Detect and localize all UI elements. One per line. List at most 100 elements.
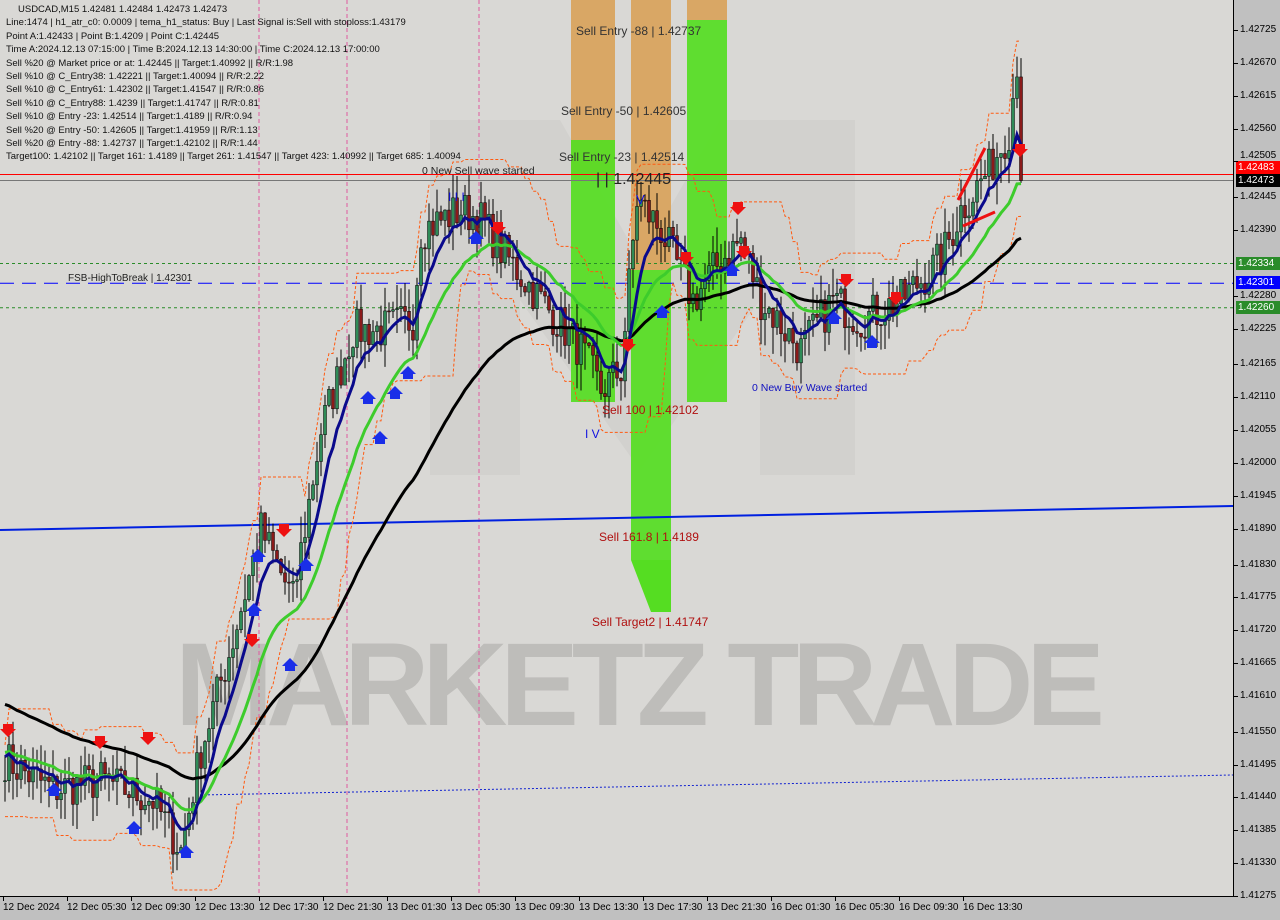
candle (315, 461, 319, 486)
candle (787, 328, 791, 342)
buy-arrow-icon (282, 658, 298, 671)
candle (99, 762, 103, 781)
y-axis-label: 1.41550 (1240, 725, 1277, 737)
candle (387, 310, 391, 313)
sell-arrow-icon (244, 634, 260, 647)
candle (735, 241, 739, 244)
y-axis-tick (1234, 364, 1238, 366)
y-axis-tick (1234, 230, 1238, 232)
y-axis-label: 1.41945 (1240, 489, 1277, 501)
sell-100-label: Sell 100 | 1.42102 (602, 403, 699, 417)
y-axis-label: 1.42280 (1240, 289, 1277, 301)
candle (575, 323, 579, 365)
buy-arrow-icon (864, 335, 880, 348)
candle (87, 765, 91, 770)
buy-arrow-icon (298, 558, 314, 571)
candle (599, 370, 603, 394)
candle (1003, 153, 1007, 159)
point-c-label: | | 1.42445 (596, 171, 671, 188)
candle (547, 295, 551, 311)
y-axis-tick (1234, 30, 1238, 31)
candle (663, 242, 667, 247)
candle (951, 239, 955, 246)
y-axis-label: 1.42670 (1240, 56, 1277, 68)
x-axis-tick (963, 896, 964, 901)
candle (919, 283, 923, 289)
candle (391, 309, 395, 312)
pattern-line (962, 210, 996, 228)
candle (319, 434, 323, 462)
candle (619, 377, 623, 382)
y-axis-label: 1.42560 (1240, 122, 1277, 134)
y-axis-tick (1234, 495, 1238, 497)
y-axis-tick (1234, 663, 1238, 665)
x-axis-label: 13 Dec 05:30 (451, 902, 511, 913)
info-line: Point A:1.42433 | Point B:1.4209 | Point… (6, 30, 220, 42)
candle (463, 195, 467, 216)
candle (863, 336, 867, 339)
candle (143, 805, 147, 811)
y-axis-tick (1234, 161, 1238, 163)
candle (43, 776, 47, 781)
candle (19, 759, 23, 780)
candle (647, 200, 651, 223)
candle (659, 228, 663, 243)
candle (275, 550, 279, 560)
sell-target2-label: Sell Target2 | 1.41747 (592, 615, 709, 629)
y-axis-label: 1.42000 (1240, 457, 1277, 468)
envelope-lower (5, 215, 1022, 891)
candle (627, 268, 631, 332)
candle (439, 211, 443, 221)
y-axis-tick (1234, 328, 1238, 330)
ma-fast-line (4, 129, 1023, 831)
chart-plot-area[interactable]: MARKETZ TRADE FSB-HighToBreak | 1.42301 0 … (0, 0, 1234, 897)
candle (399, 306, 403, 309)
y-axis-label: 1.41775 (1240, 591, 1277, 603)
buy-arrow-icon (724, 263, 740, 276)
candle (711, 252, 715, 266)
candle (467, 195, 471, 231)
x-axis-tick (67, 896, 68, 901)
candle (359, 308, 363, 342)
x-axis-tick (3, 896, 4, 901)
candle (235, 629, 239, 650)
candle (551, 309, 555, 335)
candle (767, 307, 771, 314)
sell-arrow-icon (730, 202, 746, 215)
candle (983, 176, 987, 180)
y-axis-label: 1.42225 (1240, 322, 1277, 334)
candle (287, 581, 291, 584)
buy-arrow-icon (126, 821, 142, 834)
candle (263, 512, 267, 541)
y-axis-label: 1.42055 (1240, 424, 1277, 436)
candle (859, 332, 863, 338)
x-axis-tick (643, 896, 644, 901)
price-tag: 1.42301 (1236, 276, 1280, 290)
candle (695, 293, 699, 310)
candle (227, 657, 231, 682)
candle (339, 366, 343, 386)
candle (75, 776, 79, 805)
candle (139, 800, 143, 811)
candle (371, 331, 375, 345)
x-axis-tick (707, 896, 708, 901)
info-line: Line:1474 | h1_atr_c0: 0.0009 | tema_h1_… (6, 17, 406, 29)
sell-161-label: Sell 161.8 | 1.4189 (599, 530, 699, 544)
info-line: Sell %10 @ C_Entry88: 1.4239 || Target:1… (6, 97, 259, 109)
entry-50-label: Sell Entry -50 | 1.42605 (561, 104, 687, 118)
y-axis-label: 1.41495 (1240, 758, 1277, 770)
candle (523, 286, 527, 293)
info-line: Sell %20 @ Entry -88: 1.42737 || Target:… (6, 137, 258, 149)
x-axis-tick (451, 896, 452, 901)
symbol-title: USDCAD,M15 1.42481 1.42484 1.42473 1.424… (18, 4, 228, 15)
candle (119, 768, 123, 771)
entry-23-label: Sell Entry -23 | 1.42514 (559, 150, 685, 164)
candle (443, 209, 447, 221)
x-axis-label: 13 Dec 01:30 (387, 902, 447, 913)
candle (103, 762, 107, 775)
candle (527, 281, 531, 293)
candle (199, 752, 203, 769)
price-chart: MARKETZ TRADE FSB-HighToBreak | 1.42301 0 … (0, 0, 1233, 896)
y-axis-tick (1234, 764, 1238, 766)
info-line: Sell %20 @ Entry -50: 1.42605 || Target:… (6, 124, 258, 136)
